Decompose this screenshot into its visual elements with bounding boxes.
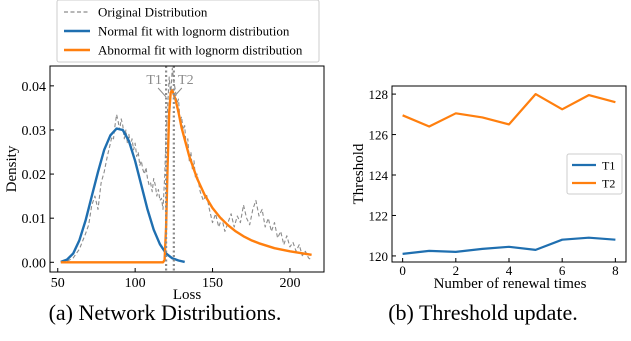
x-tick-label-b: 6 [559, 263, 566, 278]
y-tick-label-a: 0.03 [22, 124, 47, 139]
y-tick-label-b: 122 [369, 208, 389, 223]
y-axis-label-b: Threshold [351, 143, 367, 204]
legend-entry-t1: T1 [602, 159, 615, 173]
x-axis-label-a: Loss [173, 287, 202, 300]
y-axis-label-a: Density [4, 145, 20, 192]
legend-entry-t2: T2 [602, 177, 615, 191]
legend-a-box [56, 0, 320, 63]
y-tick-label-b: 124 [369, 168, 389, 183]
legend-a: Original Distribution Normal fit with log… [56, 0, 320, 63]
series-original-distribution [60, 67, 312, 263]
chart-network-distributions: T1 T2 50 100 150 200 0.00 0.01 0.02 0.03 0.04 Los… [4, 0, 325, 300]
y-tick-label-b: 120 [369, 249, 389, 264]
y-tick-label-b: 128 [369, 87, 389, 102]
legend-entry-original: Original Distribution [98, 5, 208, 20]
x-tick-label-b: 8 [612, 263, 619, 278]
threshold-label-t2: T2 [178, 73, 194, 88]
threshold-label-t1: T1 [146, 73, 162, 88]
x-tick-label-b: 0 [399, 263, 406, 278]
x-tick-label-a: 150 [202, 276, 223, 291]
x-tick-label-b: 2 [453, 263, 460, 278]
series-t1 [402, 236, 616, 255]
y-tick-label-a: 0.04 [22, 80, 47, 95]
threshold-pointer-t1 [157, 87, 167, 98]
caption-b: (b) Threshold update. [388, 300, 578, 325]
y-tick-label-a: 0.02 [22, 168, 47, 183]
chart-threshold-update: 0 2 4 6 8 120 122 124 126 128 Number of renewal t… [351, 85, 627, 292]
y-tick-label-a: 0.00 [22, 256, 47, 271]
series-abnormal-fit [60, 89, 312, 264]
caption-a: (a) Network Distributions. [48, 300, 282, 325]
series-t2 [402, 92, 616, 128]
x-tick-label-a: 100 [125, 276, 146, 291]
x-tick-label-a: 50 [51, 276, 65, 291]
y-tick-label-a: 0.01 [22, 212, 47, 227]
legend-entry-abnormal-fit: Abnormal fit with lognorm distribution [98, 43, 303, 58]
y-tick-label-b: 126 [369, 128, 389, 143]
threshold-pointer-t2 [173, 87, 183, 98]
x-tick-label-a: 200 [279, 276, 300, 291]
plot-frame-a [49, 65, 325, 273]
x-axis-label-b: Number of renewal times [434, 276, 587, 292]
x-tick-label-b: 4 [506, 263, 513, 278]
legend-entry-normal-fit: Normal fit with lognorm distribution [98, 24, 290, 39]
